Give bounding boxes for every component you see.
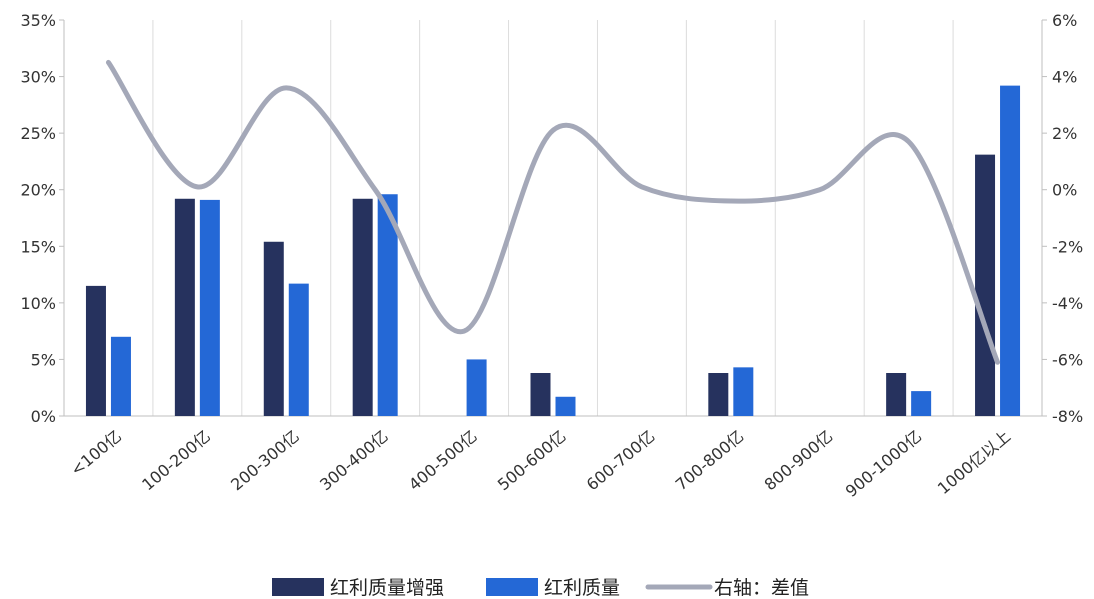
x-tick-label: 500-600亿 — [494, 427, 570, 495]
x-tick-label: 200-300亿 — [227, 427, 303, 495]
bar-enhanced — [708, 373, 729, 416]
diff-line — [105, 59, 1001, 365]
y-left-ticks: 0% 5% 10% 15% 20% 25% 30% 35% — [20, 11, 64, 426]
bar-quality — [110, 336, 131, 416]
y-left-tick-label: 5% — [31, 350, 56, 369]
bar-enhanced — [352, 198, 373, 416]
x-tick-label: 900-1000亿 — [842, 427, 925, 501]
y-left-tick-label: 25% — [20, 124, 56, 143]
y-right-ticks: -8% -6% -4% -2% 0% 2% 4% 6% — [1042, 11, 1083, 426]
bar-enhanced — [85, 285, 106, 416]
legend-label: 红利质量 — [544, 577, 620, 599]
axes — [63, 20, 1043, 417]
diff-series-line — [105, 59, 1001, 365]
bar-quality — [199, 199, 220, 416]
y-right-tick-label: -6% — [1052, 350, 1083, 369]
y-right-tick-label: -2% — [1052, 237, 1083, 256]
x-tick-label: 800-900亿 — [761, 427, 837, 495]
legend-swatch — [272, 578, 324, 596]
y-left-tick-label: 0% — [31, 407, 56, 426]
y-right-tick-label: 4% — [1052, 68, 1077, 87]
legend: 红利质量增强 红利质量 右轴：差值 — [272, 577, 809, 599]
bar-enhanced — [174, 198, 195, 416]
bar-quality — [733, 367, 754, 416]
x-tick-label: <100亿 — [67, 427, 125, 480]
y-left-tick-label: 35% — [20, 11, 56, 30]
bar-enhanced — [530, 373, 551, 416]
y-right-tick-label: -8% — [1052, 407, 1083, 426]
legend-label: 右轴：差值 — [714, 577, 809, 599]
bar-enhanced — [886, 373, 907, 416]
y-right-tick-label: 0% — [1052, 181, 1077, 200]
bars — [85, 85, 1021, 416]
bar-quality — [377, 194, 398, 416]
bar-enhanced — [263, 241, 284, 416]
bar-quality — [1000, 85, 1021, 416]
x-tick-label: 700-800亿 — [672, 427, 748, 495]
bar-quality — [911, 391, 932, 416]
grid-lines — [152, 20, 954, 416]
bar-quality — [288, 283, 309, 416]
x-tick-label: 600-700亿 — [583, 427, 659, 495]
y-left-tick-label: 15% — [20, 237, 56, 256]
y-right-tick-label: -4% — [1052, 294, 1083, 313]
bar-quality — [555, 396, 576, 416]
y-left-tick-label: 10% — [20, 294, 56, 313]
x-tick-label: 100-200亿 — [138, 427, 214, 495]
y-right-tick-label: 2% — [1052, 124, 1077, 143]
bar-quality — [466, 359, 487, 416]
y-left-tick-label: 30% — [20, 68, 56, 87]
legend-label: 红利质量增强 — [330, 577, 444, 599]
y-right-tick-label: 6% — [1052, 11, 1077, 30]
y-left-tick-label: 20% — [20, 181, 56, 200]
bar-enhanced — [975, 154, 996, 416]
x-tick-label: 1000亿以上 — [934, 427, 1014, 499]
x-tick-label: 400-500亿 — [405, 427, 481, 495]
legend-swatch — [486, 578, 538, 596]
x-tick-labels: <100亿 100-200亿 200-300亿 300-400亿 400-500亿 500… — [67, 427, 1014, 501]
x-tick-label: 300-400亿 — [316, 427, 392, 495]
